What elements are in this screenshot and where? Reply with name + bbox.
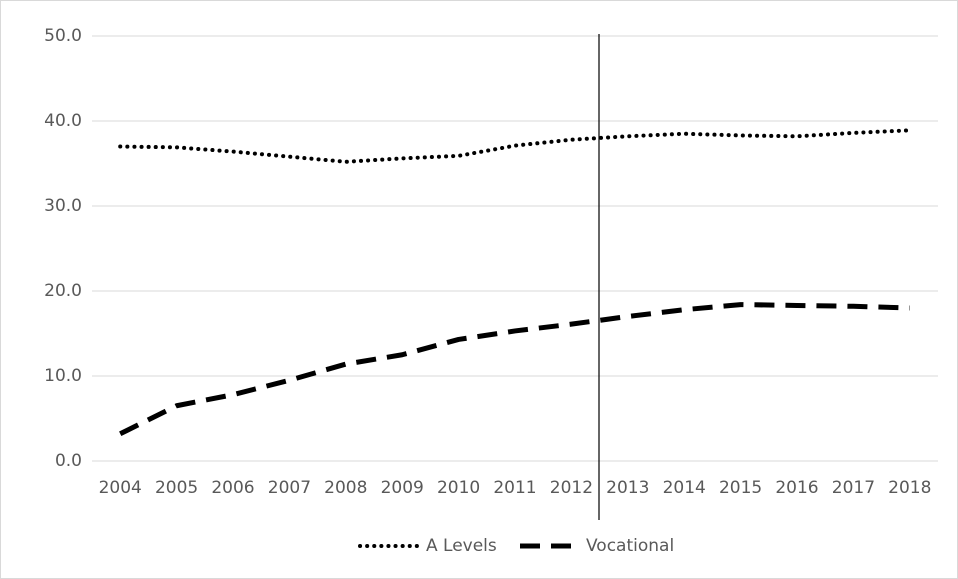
x-tick-label: 2007	[268, 478, 311, 498]
x-tick-label: 2017	[832, 478, 875, 498]
x-tick-label: 2010	[437, 478, 480, 498]
x-tick-label: 2008	[324, 478, 367, 498]
y-tick-label: 0.0	[55, 451, 82, 471]
y-tick-label: 20.0	[44, 281, 82, 301]
x-tick-label: 2009	[381, 478, 424, 498]
y-tick-label: 40.0	[44, 111, 82, 131]
x-tick-label: 2018	[888, 478, 931, 498]
y-tick-label: 30.0	[44, 196, 82, 216]
x-tick-label: 2013	[606, 478, 649, 498]
line-series	[118, 128, 912, 164]
x-tick-label: 2014	[663, 478, 706, 498]
y-tick-label: 50.0	[44, 26, 82, 46]
y-tick-label: 10.0	[44, 366, 82, 386]
x-tick-label: 2015	[719, 478, 762, 498]
legend-label: Vocational	[586, 536, 674, 556]
legend-label: A Levels	[426, 536, 497, 556]
x-tick-label: 2006	[211, 478, 254, 498]
x-tick-label: 2005	[155, 478, 198, 498]
x-tick-label: 2012	[550, 478, 593, 498]
grid	[92, 35, 938, 462]
line-series	[119, 302, 910, 437]
plot-area	[118, 128, 912, 437]
x-tick-label: 2011	[493, 478, 536, 498]
x-tick-label: 2004	[99, 478, 142, 498]
x-tick-label: 2016	[775, 478, 818, 498]
